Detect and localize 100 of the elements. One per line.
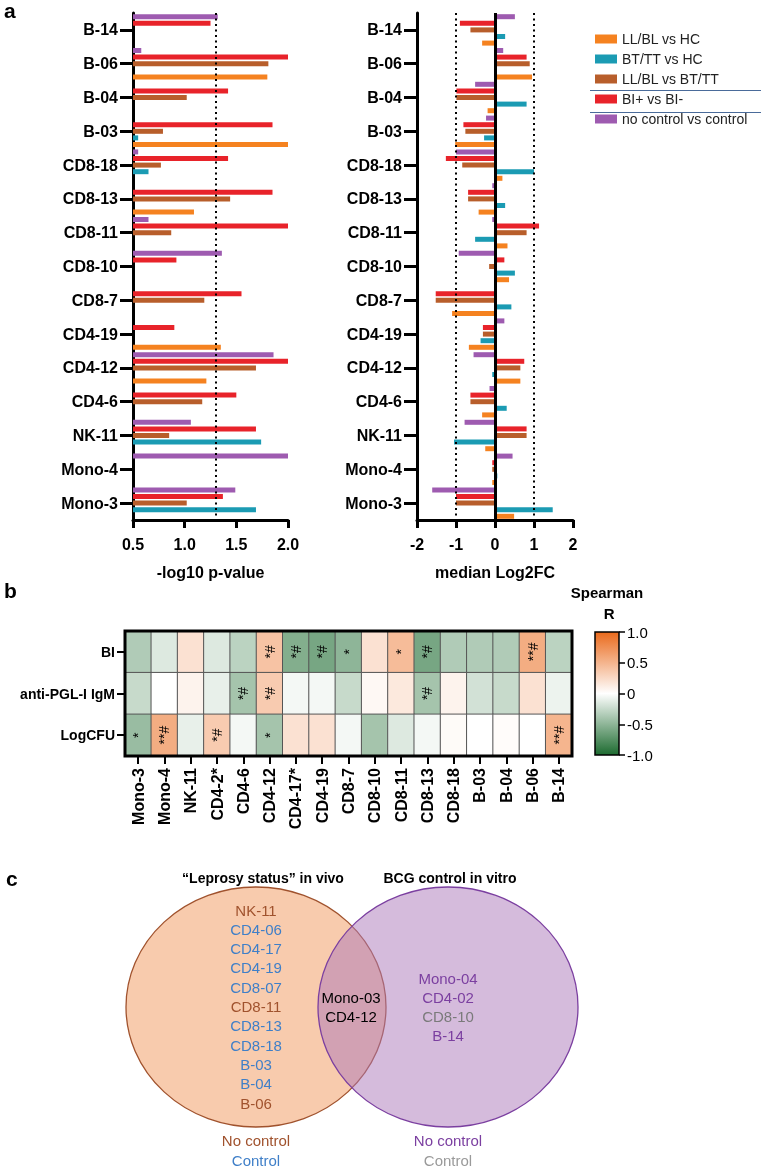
x-tick-label: B-04 [497,767,515,803]
y-tick-label: B-03 [83,122,119,140]
y-tick-label: CD4-6 [355,393,403,411]
y-tick-label: CD8-13 [346,190,403,208]
text: CD4-12 [325,1008,377,1026]
text: B-14 [432,1027,464,1045]
data-label: *# [287,645,304,659]
y-tick-label: B-06 [367,55,403,73]
y-tick-label: NK-11 [72,427,119,444]
data-label: * [130,731,147,738]
x-tick-label: NK-11 [182,767,200,814]
y-tick-label: Mono-3 [345,494,403,512]
y-tick-label: CD8-7 [71,291,119,309]
y-tick-label: B-14 [83,21,119,39]
x-tick-label: 1.5 [225,535,248,553]
legend-label: no control vs control [622,111,748,127]
y-tick-label: Mono-4 [61,460,119,478]
y-tick-label: B-03 [367,122,403,140]
text: CD4-19 [230,959,282,977]
y-tick-label: anti-PGL-I IgM [20,685,115,702]
legend-label: LL/BL vs BT/TT [622,71,720,87]
x-tick-label: CD4-2* [208,767,226,821]
color-bar-label: 0 [627,685,636,702]
y-tick-label: CD4-12 [346,359,403,377]
data-label: **# [156,725,173,745]
legend-label: LL/BL vs HC [622,31,701,47]
y-tick-label: CD4-19 [62,325,119,343]
text: CD8-10 [422,1008,474,1026]
data-label: * [340,648,357,655]
text: B-04 [240,1075,272,1093]
y-tick-label: CD8-11 [347,224,403,242]
text: Control [423,1151,473,1169]
color-bar-title: Spearman R [570,584,644,622]
text: b [4,579,17,602]
data-label: *# [261,645,278,659]
y-tick-label: B-06 [83,55,119,73]
y-tick-label: LogCFU [60,727,115,744]
y-tick-label: Mono-3 [61,494,119,512]
x-tick-label: 2 [568,535,578,553]
data-label: *# [261,686,278,701]
x-tick-label: B-14 [550,767,568,803]
x-tick-label: Mono-4 [155,767,173,825]
data-label: *# [209,728,226,742]
color-bar-label: -0.5 [627,715,653,733]
y-tick-label: CD8-10 [346,258,403,275]
x-tick-label: CD4-17* [287,767,305,830]
x-tick-label: -2 [409,535,425,553]
y-tick-label: B-04 [83,89,119,106]
text: B-06 [240,1094,272,1112]
data-label: *# [419,686,436,701]
x-tick-label: 2.0 [276,535,300,553]
y-tick-label: NK-11 [356,427,403,444]
text: CD8-07 [230,978,282,996]
y-tick-label: CD4-19 [346,325,403,343]
data-label: *# [419,645,436,659]
text: BCG control in vitro [383,870,517,886]
x-tick-label: B-06 [524,767,542,803]
y-tick-label: Mono-4 [345,460,403,478]
y-tick-label: CD8-10 [62,258,119,275]
y-tick-label: CD4-12 [62,359,119,377]
color-bar-label: 1.0 [627,623,648,641]
text: Mono-04 [418,969,478,987]
y-tick-label: CD8-11 [63,224,119,242]
text: CD8-18 [230,1036,282,1054]
legend-label: BI+ vs BI- [622,91,684,107]
x-tick-label: -1 [448,535,464,553]
y-tick-label: CD8-7 [355,291,403,309]
x-tick-label: CD4-6 [234,767,252,815]
x-tick-label: 0 [490,535,500,553]
data-label: *# [314,645,331,659]
text: Control [231,1151,281,1169]
data-label: *# [235,686,252,701]
y-tick-label: CD8-18 [346,156,403,174]
text: CD4-17 [230,940,282,958]
y-tick-label: BI [101,643,115,660]
data-label: * [393,648,410,655]
y-tick-label: CD8-13 [62,190,119,208]
x-tick-label: 1 [529,535,539,553]
x-tick-label: 0.5 [121,535,145,553]
x-tick-label: 1.0 [173,535,196,553]
x-tick-label: CD4-12 [261,767,279,824]
legend-label: BT/TT vs HC [622,51,703,67]
text: Mono-03 [321,989,381,1006]
y-tick-label: B-14 [367,21,403,39]
text: CD4-06 [230,920,282,938]
text: “Leprosy status” in vivo [182,870,344,886]
text: CD8-11 [230,998,282,1015]
data-label: **# [524,642,541,662]
text: CD4-02 [422,988,474,1006]
text: CD8-13 [230,1017,282,1035]
y-tick-label: B-04 [367,89,403,106]
text: No control [221,1131,291,1149]
data-label: **# [550,725,567,745]
y-tick-label: CD8-18 [62,156,119,174]
x-axis-title: median Log2FC [434,563,556,581]
x-tick-label: CD8-18 [445,767,463,824]
y-tick-label: CD4-6 [71,393,119,411]
x-tick-label: B-03 [471,767,489,803]
text: a [4,0,16,22]
text: c [6,866,18,890]
